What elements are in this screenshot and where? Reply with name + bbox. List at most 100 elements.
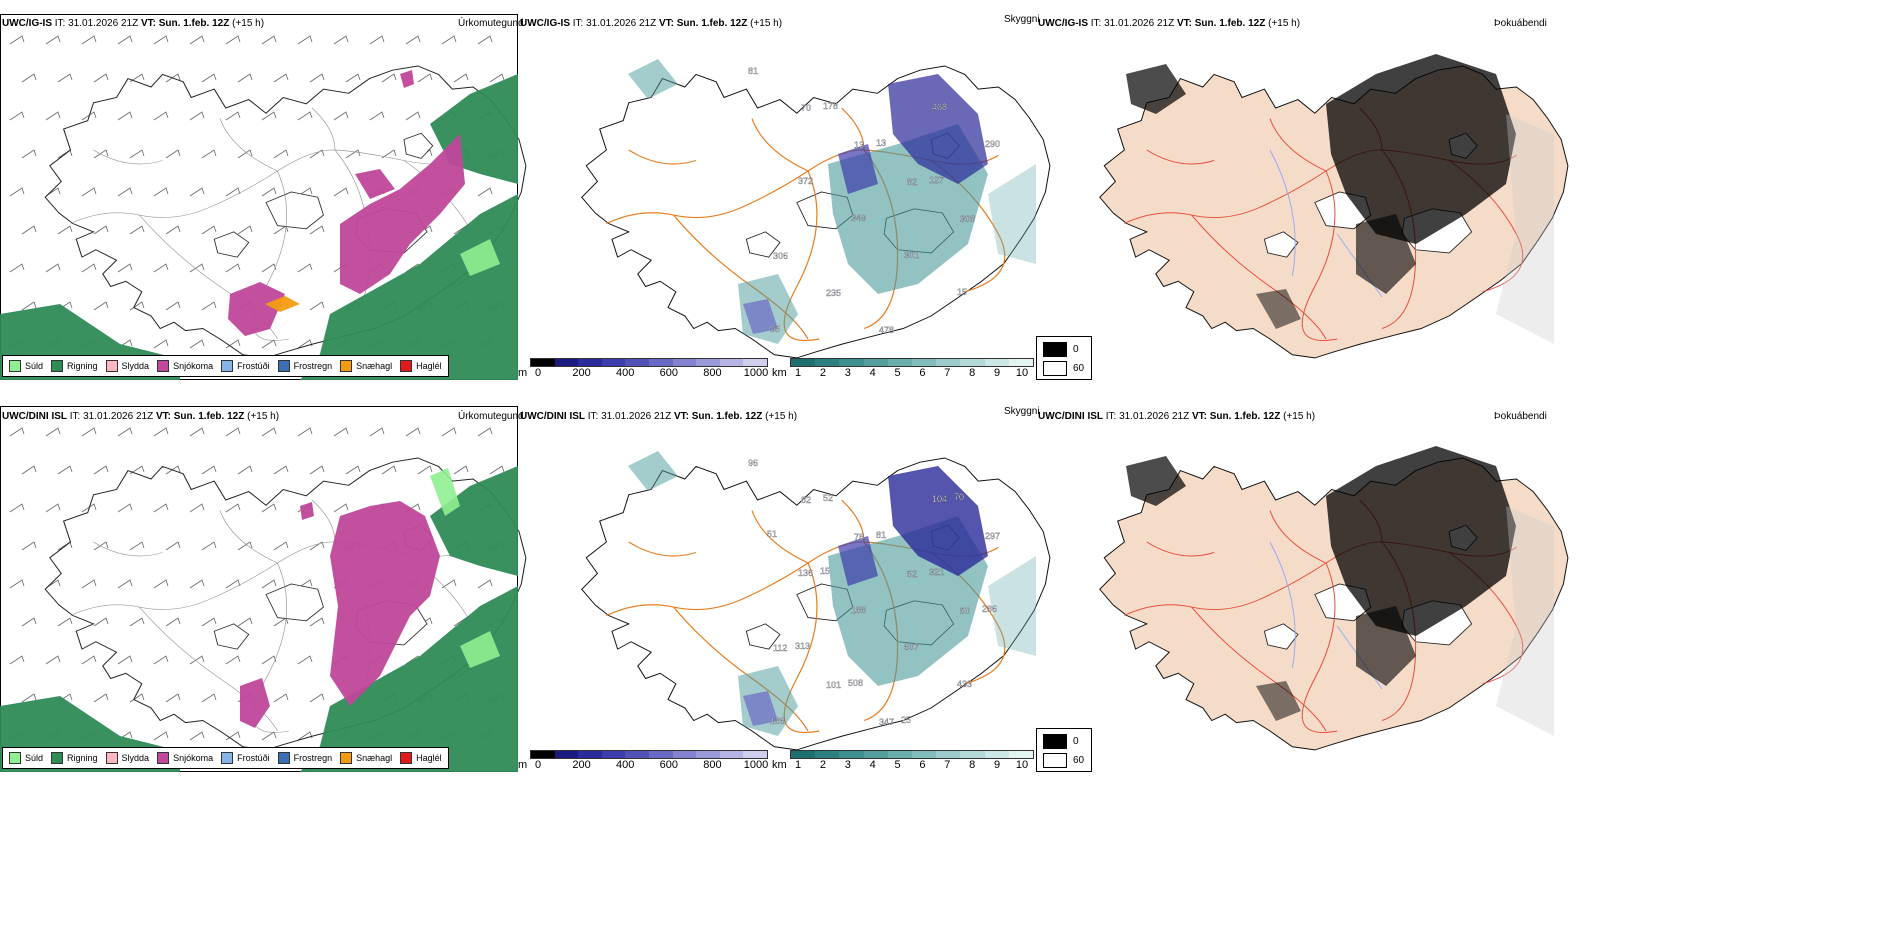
wind-barb [93,149,109,159]
wind-barb [441,427,457,437]
wind-barb [273,465,289,475]
wind-barb [273,693,289,703]
wind-barb [189,35,205,45]
colorbar-tick: 4 [869,367,876,379]
wind-barb [129,149,145,159]
road-line [1269,118,1327,172]
wind-barb [189,187,205,197]
fog-area [1326,54,1516,244]
legend-entry: Frostúði [221,360,270,372]
legend-swatch [277,752,290,764]
visibility-value-label: 188 [851,605,866,615]
wind-barb [81,263,97,273]
wind-barb [153,111,169,121]
panel-field-name: Úrkomutegund [458,18,524,29]
wind-barb [417,465,433,475]
visibility-value-label: 51 [767,529,777,539]
visibility-value-label: 25 [901,715,911,725]
wind-barb [477,427,493,437]
wind-barb [261,111,277,121]
visibility-value-label: 468 [932,102,947,112]
colorbar-tick: 9 [994,367,1001,379]
colorbar-strip [790,750,1034,759]
snow-area [355,169,395,199]
visibility-value-label: 186 [770,716,785,726]
road-line [139,606,278,732]
wind-barb [9,655,25,665]
wind-barb [345,465,361,475]
snow-pellet-area [265,296,300,312]
wind-barb [297,263,313,273]
colorbar-tick: 400 [616,759,635,771]
panel-title: UWC/DINI ISL IT: 31.01.2026 21Z VT: Sun.… [2,411,280,422]
colorbar-tick: 1000 [743,367,769,379]
colorbar-tick: 8 [969,759,976,771]
wind-barb [117,579,133,589]
wind-barb [297,187,313,197]
visibility-value-label: 290 [985,139,1000,149]
road-line [751,118,809,172]
colorbar-tick: 800 [703,367,722,379]
wind-barb [237,149,253,159]
wind-barb [381,465,397,475]
panel-title: UWC/IG-IS IT: 31.01.2026 21Z VT: Sun. 1.… [2,18,265,29]
wind-barb [345,149,361,159]
fog-area [1256,289,1301,329]
wind-barb [225,35,241,45]
rain-area [430,466,518,576]
legend-swatch [400,752,413,764]
wind-barb [189,503,205,513]
wind-barb [21,149,37,159]
wind-barb [117,35,133,45]
wind-barb [93,73,109,83]
panel-field-name: Þokuábendi [1494,18,1547,29]
wind-barb [81,655,97,665]
legend-entry: Frostúði [221,752,270,764]
visibility-km-colorbar: km 1 2 3 4 5 6 7 8 9 10 [772,358,1034,392]
legend-label: Frostregn [293,753,333,763]
visibility-value-label: 347 [879,717,894,727]
legend-label: Frostúði [237,753,270,763]
colorbar-tick: 5 [894,367,901,379]
legend-entry: Haglél [400,360,442,372]
wind-barb [81,187,97,197]
low-visibility-km-area [628,451,678,491]
wind-barb [81,111,97,121]
wind-barb [297,579,313,589]
legend-entry: Súld [9,360,43,372]
wind-barb [45,579,61,589]
visibility-value-label: 308 [960,214,975,224]
wind-barb [189,339,205,349]
colorbar-tick: 2 [819,367,826,379]
wind-barb [261,35,277,45]
colorbar-unit: m [518,367,528,379]
wind-barb [81,427,97,437]
colorbar-strip [530,358,768,367]
wind-barb [165,301,181,311]
wind-barb [261,579,277,589]
wind-barb [345,73,361,83]
wind-barb [45,111,61,121]
legend-entry: Snjókoma [157,752,213,764]
wind-barb [225,655,241,665]
legend-swatch [221,360,234,372]
colorbar-tick: 1000 [743,759,769,771]
wind-barb [225,187,241,197]
wind-barb [309,541,325,551]
wind-barb [225,111,241,121]
wind-barb [297,427,313,437]
wind-barb [309,617,325,627]
low-visibility-m-area [888,74,988,184]
visibility-value-label: 127 [929,175,944,185]
low-visibility-km-area [988,164,1036,264]
legend-swatch [9,752,21,764]
wind-barb [333,35,349,45]
legend-label: Haglél [416,753,442,763]
wind-barb [45,187,61,197]
wind-barb [21,617,37,627]
colorbar-tick: 0 [534,367,542,379]
wind-barb [129,541,145,551]
wind-barb [45,503,61,513]
wind-barb [477,579,493,589]
visibility-value-label: 78 [854,532,864,542]
